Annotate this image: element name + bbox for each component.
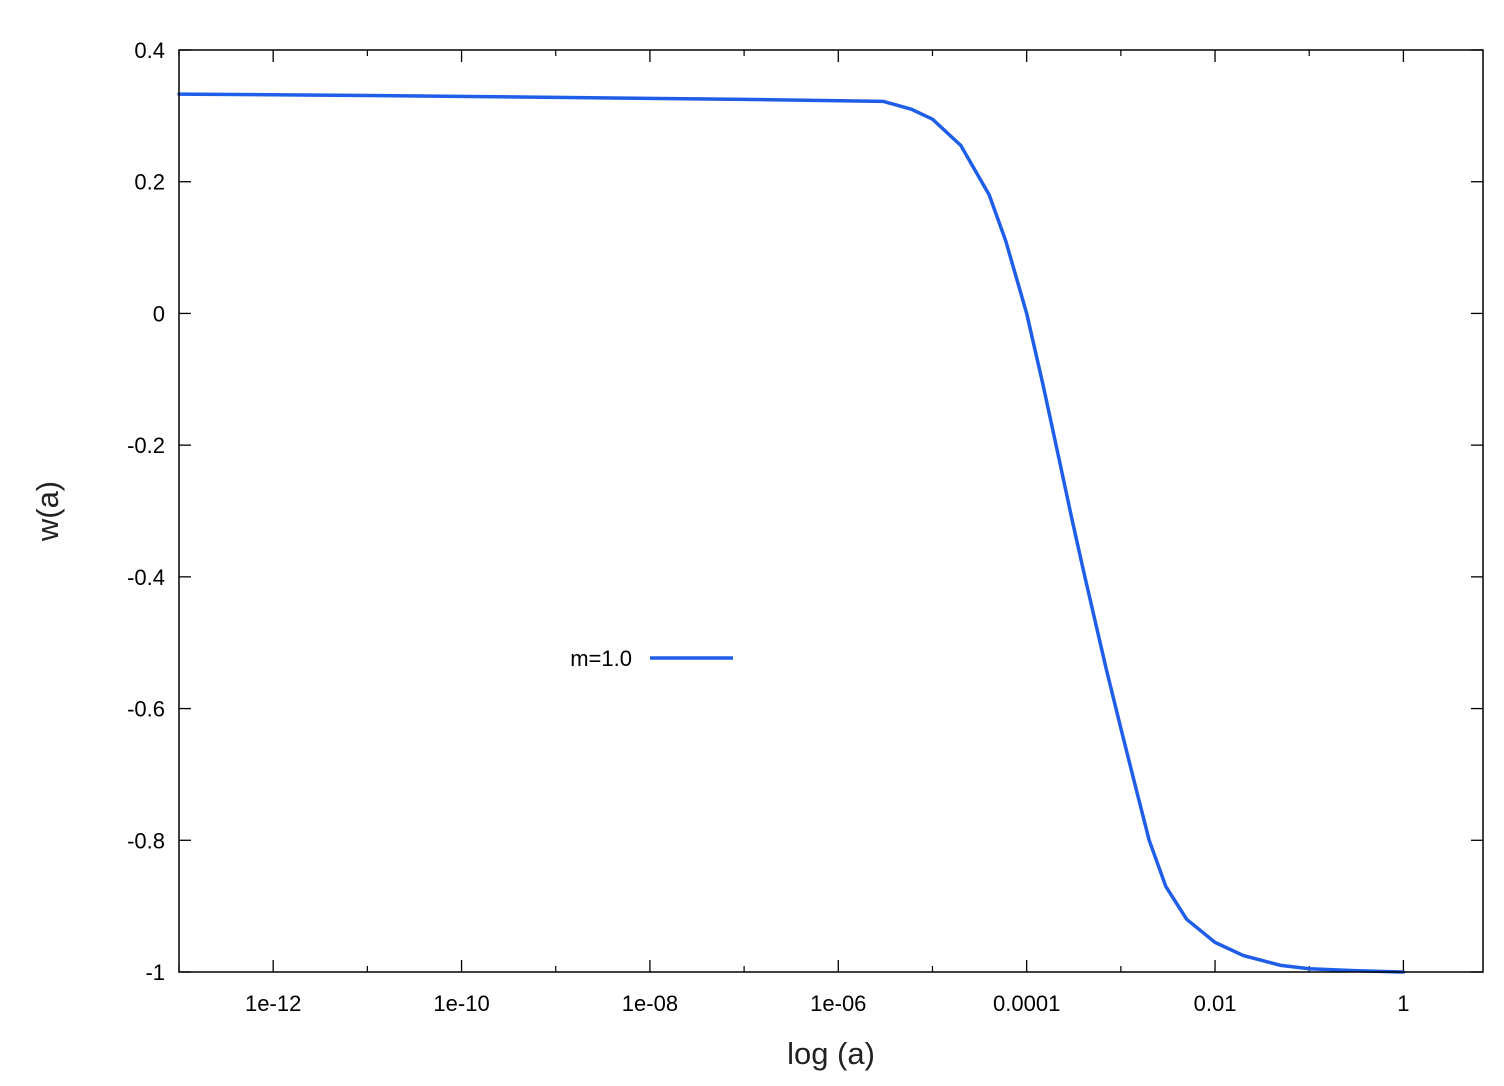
y-tick-label: 0.2 xyxy=(134,170,165,195)
series-line-0 xyxy=(177,92,1406,974)
plot-frame xyxy=(178,49,1484,973)
x-tick-label: 0.01 xyxy=(1194,991,1237,1016)
x-axis-title: log (a) xyxy=(787,1036,875,1071)
legend-label-m1: m=1.0 xyxy=(570,646,632,671)
y-tick-label: 0.4 xyxy=(134,38,165,63)
y-axis-title: w(a) xyxy=(30,481,65,542)
legend: m=1.0 xyxy=(570,646,733,671)
x-tick-label: 1e-12 xyxy=(245,991,301,1016)
axis-ticks xyxy=(178,49,1483,973)
y-tick-label: -1 xyxy=(145,960,165,985)
x-tick-label: 1 xyxy=(1397,991,1409,1016)
x-tick-label: 0.0001 xyxy=(993,991,1060,1016)
y-tick-label: -0.6 xyxy=(127,697,165,722)
y-tick-label: -0.2 xyxy=(127,433,165,458)
x-tick-label: 1e-06 xyxy=(810,991,866,1016)
y-tick-label: 0 xyxy=(153,301,165,326)
tick-labels: 1e-12 1e-10 1e-08 1e-06 0.0001 0.01 1 0.4 0.2 0 -0… xyxy=(127,38,1409,1016)
y-tick-label: -0.8 xyxy=(127,828,165,853)
x-tick-label: 1e-08 xyxy=(622,991,678,1016)
y-tick-label: -0.4 xyxy=(127,565,165,590)
series-lines xyxy=(177,92,1406,974)
x-tick-label: 1e-10 xyxy=(433,991,489,1016)
